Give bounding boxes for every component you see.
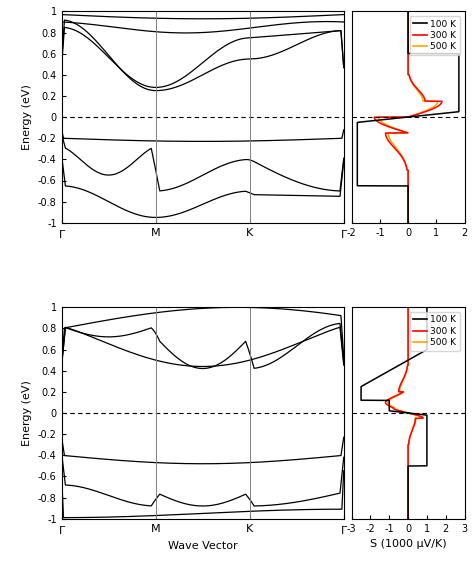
Y-axis label: Energy (eV): Energy (eV): [22, 84, 32, 150]
X-axis label: Wave Vector: Wave Vector: [168, 541, 237, 551]
Y-axis label: Energy (eV): Energy (eV): [22, 380, 32, 446]
Legend: 100 K, 300 K, 500 K: 100 K, 300 K, 500 K: [410, 312, 460, 351]
Legend: 100 K, 300 K, 500 K: 100 K, 300 K, 500 K: [410, 16, 460, 55]
X-axis label: S (1000 μV/K): S (1000 μV/K): [370, 539, 447, 549]
